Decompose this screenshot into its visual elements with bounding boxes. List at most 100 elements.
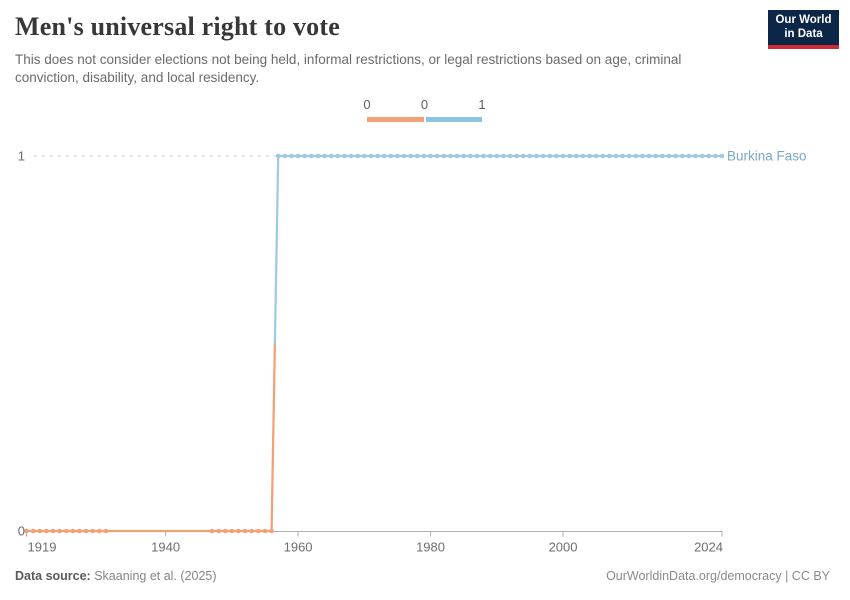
data-point-1925 — [63, 528, 69, 534]
data-point-1947 — [209, 528, 215, 534]
data-point-1978 — [415, 153, 420, 159]
data-point-1995 — [527, 153, 533, 159]
data-point-1931 — [103, 528, 109, 534]
data-point-1922 — [44, 528, 49, 534]
data-point-1950 — [229, 528, 235, 534]
data-point-1981 — [434, 153, 440, 159]
data-point-1986 — [467, 153, 473, 159]
data-point-1923 — [50, 528, 56, 534]
chart-footer: Data source: Skaaning et al. (2025) OurW… — [15, 569, 830, 583]
data-point-2017 — [673, 153, 678, 159]
data-point-2013 — [646, 153, 652, 159]
data-point-1965 — [328, 153, 334, 159]
x-tick-label-1980: 1980 — [416, 540, 445, 555]
data-point-2011 — [633, 153, 639, 159]
y-tick-label-0: 0 — [18, 524, 25, 539]
data-point-1960 — [295, 153, 301, 159]
data-point-1994 — [520, 153, 526, 159]
x-tick-label-1919: 1919 — [28, 540, 57, 555]
data-point-1996 — [534, 153, 539, 159]
data-point-1982 — [441, 153, 447, 159]
data-point-1949 — [222, 528, 228, 534]
data-point-1993 — [514, 153, 519, 159]
data-point-1973 — [381, 153, 387, 159]
data-point-1975 — [395, 153, 400, 159]
data-point-1928 — [83, 528, 89, 534]
data-point-1969 — [355, 153, 360, 159]
data-point-1951 — [236, 528, 241, 534]
owid-logo[interactable]: Our World in Data — [768, 10, 839, 49]
data-point-1957 — [275, 153, 281, 159]
x-tick-label-1940: 1940 — [151, 540, 180, 555]
data-point-1971 — [368, 153, 374, 159]
x-tick-label-1960: 1960 — [284, 540, 313, 555]
data-point-1962 — [309, 153, 314, 159]
data-point-1989 — [487, 153, 493, 159]
data-point-1953 — [249, 528, 255, 534]
data-point-1958 — [282, 153, 288, 159]
data-point-2015 — [660, 153, 665, 159]
data-point-1976 — [401, 153, 407, 159]
data-point-2024 — [719, 153, 725, 159]
data-point-1926 — [70, 528, 76, 534]
data-point-2023 — [713, 153, 718, 159]
data-point-1929 — [90, 528, 96, 534]
data-point-2021 — [699, 153, 705, 159]
series-label-burkina-faso[interactable]: Burkina Faso — [727, 149, 807, 164]
data-point-2020 — [693, 153, 698, 159]
data-point-2014 — [653, 153, 659, 159]
data-point-1970 — [362, 153, 367, 159]
data-point-1991 — [501, 153, 506, 159]
x-tick-label-2024: 2024 — [694, 540, 723, 555]
data-point-1977 — [408, 153, 413, 159]
data-point-1972 — [375, 153, 380, 159]
data-point-2016 — [666, 153, 672, 159]
owid-logo-line2: in Data — [784, 27, 823, 40]
data-point-2001 — [567, 153, 572, 159]
owid-logo-line1: Our World — [775, 14, 832, 27]
data-point-1974 — [388, 153, 394, 159]
data-point-2012 — [640, 153, 645, 159]
data-point-1924 — [57, 528, 62, 534]
data-point-1985 — [461, 153, 466, 159]
legend-tick-label-0: 0 — [363, 97, 371, 112]
data-point-1919 — [24, 528, 29, 534]
data-point-1988 — [481, 153, 486, 159]
data-source: Data source: Skaaning et al. (2025) — [15, 569, 217, 583]
data-point-1999 — [554, 153, 559, 159]
legend-bin-value-0[interactable] — [367, 117, 424, 122]
data-point-1984 — [454, 153, 460, 159]
x-tick-label-2000: 2000 — [549, 540, 578, 555]
legend-tick-label-2: 1 — [478, 97, 486, 112]
data-point-2005 — [593, 153, 599, 159]
data-point-2010 — [626, 153, 632, 159]
legend-tick-label-1: 0 — [420, 97, 429, 112]
footer-license-link[interactable]: OurWorldinData.org/democracy | CC BY — [606, 569, 830, 583]
data-point-2006 — [600, 153, 606, 159]
data-point-1998 — [547, 153, 553, 159]
data-point-1963 — [315, 153, 321, 159]
data-point-1983 — [448, 153, 453, 159]
data-point-2007 — [607, 153, 612, 159]
data-point-1964 — [322, 153, 327, 159]
data-point-2018 — [679, 153, 685, 159]
data-point-1980 — [428, 153, 433, 159]
data-point-1948 — [216, 528, 221, 534]
data-point-1990 — [494, 153, 500, 159]
data-point-1987 — [474, 153, 480, 159]
data-point-1979 — [421, 153, 427, 159]
data-point-2009 — [620, 153, 625, 159]
series-segment-value-1 — [273, 154, 722, 344]
data-point-1967 — [342, 153, 347, 159]
chart-subtitle: This does not consider elections not bei… — [15, 52, 682, 86]
data-point-1954 — [256, 528, 261, 534]
chart-title: Men's universal right to vote — [15, 12, 340, 41]
data-point-1930 — [97, 528, 102, 534]
data-point-2000 — [560, 153, 566, 159]
data-point-2004 — [587, 153, 592, 159]
legend-bin-value-1[interactable] — [425, 117, 482, 122]
data-source-value: Skaaning et al. (2025) — [94, 569, 217, 583]
data-point-1955 — [262, 528, 268, 534]
data-point-2002 — [573, 153, 579, 159]
